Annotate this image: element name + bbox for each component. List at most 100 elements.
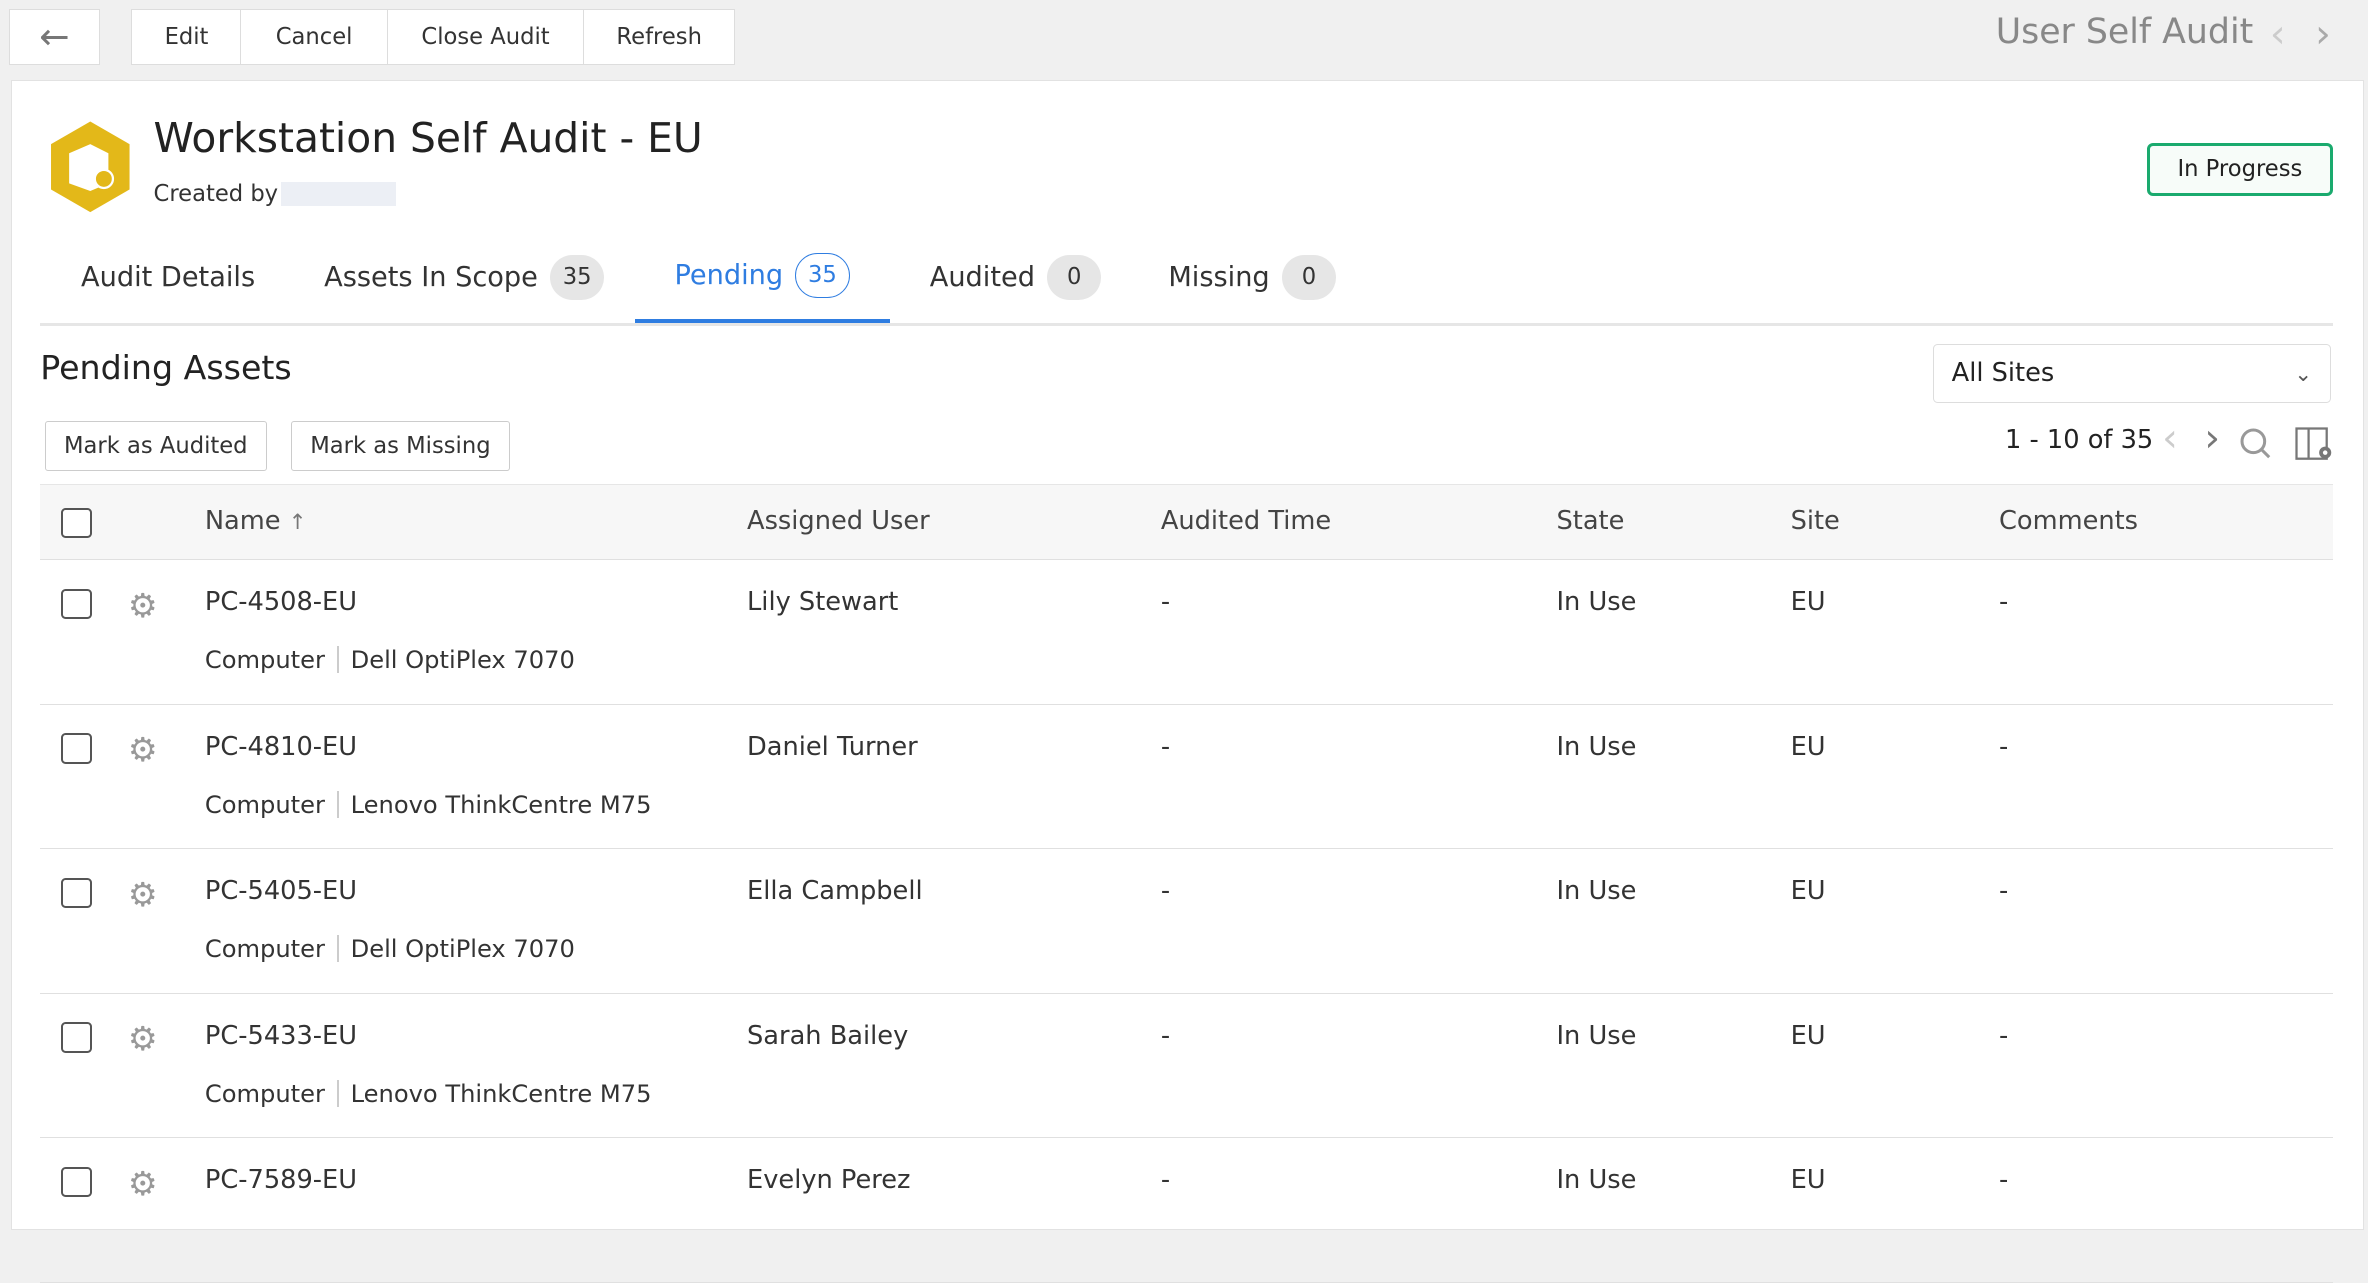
column-header-state[interactable]: State xyxy=(1556,506,1625,537)
divider xyxy=(337,790,339,818)
asset-type: Computer xyxy=(204,1079,325,1108)
close-audit-button[interactable]: Close Audit xyxy=(386,9,585,65)
asset-model: Dell OptiPlex 7070 xyxy=(350,646,575,675)
tab-audited[interactable]: Audited 0 xyxy=(930,232,1102,323)
asset-site: EU xyxy=(1790,731,1826,762)
asset-type: Computer xyxy=(204,646,325,675)
assigned-user: Lily Stewart xyxy=(747,587,899,618)
gear-icon[interactable]: ⚙ xyxy=(127,585,158,625)
gear-icon[interactable]: ⚙ xyxy=(127,1163,158,1203)
table-header: Name ↑ Assigned User Audited Time State … xyxy=(40,484,2333,561)
tab-missing[interactable]: Missing 0 xyxy=(1168,232,1337,323)
asset-comments: - xyxy=(1998,876,2009,907)
refresh-button[interactable]: Refresh xyxy=(582,9,736,65)
mark-as-missing-button[interactable]: Mark as Missing xyxy=(290,420,510,471)
created-by: Created by xyxy=(154,181,396,207)
section-title: Pending Assets xyxy=(40,348,292,388)
row-checkbox[interactable] xyxy=(61,733,92,764)
chevron-right-icon[interactable]: › xyxy=(2204,416,2221,462)
mark-as-audited-button[interactable]: Mark as Audited xyxy=(44,420,267,471)
asset-name-link[interactable]: PC-4508-EU xyxy=(204,587,358,618)
edit-button[interactable]: Edit xyxy=(131,9,242,65)
divider xyxy=(337,1079,339,1107)
asset-name-link[interactable]: PC-5433-EU xyxy=(204,1020,358,1051)
gear-icon[interactable]: ⚙ xyxy=(127,874,158,914)
row-checkbox[interactable] xyxy=(61,1166,92,1197)
creator-name-redacted xyxy=(281,181,396,206)
pending-assets-table: Name ↑ Assigned User Audited Time State … xyxy=(40,484,2333,1283)
record-nav-title: User Self Audit xyxy=(1995,12,2254,53)
asset-type-model: Computer Lenovo ThinkCentre M75 xyxy=(204,1079,651,1108)
tab-audit-details[interactable]: Audit Details xyxy=(81,261,256,293)
table-row: ⚙ PC-5405-EU Ella Campbell - In Use EU - Comput… xyxy=(40,849,2333,994)
tab-assets-in-scope[interactable]: Assets In Scope 35 xyxy=(324,232,605,323)
site-filter-select[interactable]: All Sites ⌄ xyxy=(1932,343,2332,403)
cancel-button[interactable]: Cancel xyxy=(240,9,389,65)
chevron-down-icon: ⌄ xyxy=(2294,360,2313,386)
column-settings-icon[interactable] xyxy=(2295,427,2334,463)
column-header-audited-time[interactable]: Audited Time xyxy=(1160,506,1332,537)
asset-site: EU xyxy=(1790,1165,1826,1196)
select-all-checkbox[interactable] xyxy=(61,507,92,539)
tab-count: 0 xyxy=(1281,254,1337,300)
divider xyxy=(337,646,339,674)
audit-card: Workstation Self Audit - EU Created by I… xyxy=(10,80,2364,1283)
search-icon[interactable] xyxy=(2239,427,2272,460)
column-header-assigned-user[interactable]: Assigned User xyxy=(747,506,930,537)
chevron-left-icon[interactable]: ‹ xyxy=(2162,416,2178,462)
audited-time: - xyxy=(1160,1165,1171,1196)
sort-ascending-icon: ↑ xyxy=(288,509,307,535)
gear-icon[interactable]: ⚙ xyxy=(127,730,158,770)
chevron-right-icon[interactable]: › xyxy=(2315,12,2331,58)
column-header-comments[interactable]: Comments xyxy=(1998,506,2139,537)
tab-bar: Audit Details Assets In Scope 35 Pending 3… xyxy=(40,232,2333,326)
tab-count: 0 xyxy=(1047,254,1102,300)
asset-state: In Use xyxy=(1556,731,1637,762)
asset-site: EU xyxy=(1790,1020,1826,1051)
table-row: ⚙ PC-5433-EU Sarah Bailey - In Use EU - Compute… xyxy=(40,994,2333,1139)
asset-model: Dell OptiPlex 7070 xyxy=(350,935,575,964)
asset-name-link[interactable]: PC-4810-EU xyxy=(204,731,358,762)
asset-type: Computer xyxy=(204,790,325,819)
audited-time: - xyxy=(1160,731,1171,762)
audited-time: - xyxy=(1160,876,1171,907)
assigned-user: Daniel Turner xyxy=(747,731,918,762)
row-checkbox[interactable] xyxy=(61,588,92,620)
asset-type: Computer xyxy=(204,935,325,964)
chevron-left-icon[interactable]: ‹ xyxy=(2269,12,2286,58)
pagination-info: 1 - 10 of 35 xyxy=(2005,425,2154,456)
gear-icon[interactable]: ⚙ xyxy=(127,1019,158,1059)
row-checkbox[interactable] xyxy=(61,877,92,909)
assigned-user: Sarah Bailey xyxy=(747,1020,909,1051)
arrow-left-icon: ← xyxy=(39,15,70,59)
created-by-label: Created by xyxy=(153,180,279,207)
column-header-name[interactable]: Name ↑ xyxy=(204,506,307,537)
asset-state: In Use xyxy=(1556,587,1637,618)
audit-logo-icon xyxy=(50,121,130,213)
tab-pending[interactable]: Pending 35 xyxy=(635,232,891,323)
column-header-site[interactable]: Site xyxy=(1790,506,1840,537)
asset-type-model: Computer Dell OptiPlex 7070 xyxy=(205,646,575,674)
asset-type-model: Computer Lenovo ThinkCentre M75 xyxy=(204,790,652,819)
table-row: ⚙ PC-4508-EU Lily Stewart - In Use EU - Compute… xyxy=(40,560,2333,705)
row-checkbox[interactable] xyxy=(61,1022,92,1053)
table-row: ⚙ PC-7589-EU Evelyn Perez - In Use EU - xyxy=(40,1138,2333,1283)
tab-count: 35 xyxy=(549,254,605,300)
tab-count: 35 xyxy=(795,252,850,298)
asset-site: EU xyxy=(1790,587,1826,618)
asset-name-link[interactable]: PC-7589-EU xyxy=(204,1165,358,1196)
asset-comments: - xyxy=(1998,1165,2009,1196)
asset-type-model: Computer Dell OptiPlex 7070 xyxy=(205,935,575,963)
divider xyxy=(337,935,339,963)
asset-comments: - xyxy=(1998,1020,2009,1051)
asset-site: EU xyxy=(1790,876,1826,907)
asset-comments: - xyxy=(1998,587,2009,618)
asset-comments: - xyxy=(1998,731,2009,762)
back-button[interactable]: ← xyxy=(9,9,100,65)
assigned-user: Ella Campbell xyxy=(747,876,923,907)
asset-model: Lenovo ThinkCentre M75 xyxy=(350,790,652,819)
asset-name-link[interactable]: PC-5405-EU xyxy=(204,876,358,907)
assigned-user: Evelyn Perez xyxy=(747,1165,911,1196)
page-title: Workstation Self Audit - EU xyxy=(153,114,703,163)
audited-time: - xyxy=(1160,1020,1171,1051)
